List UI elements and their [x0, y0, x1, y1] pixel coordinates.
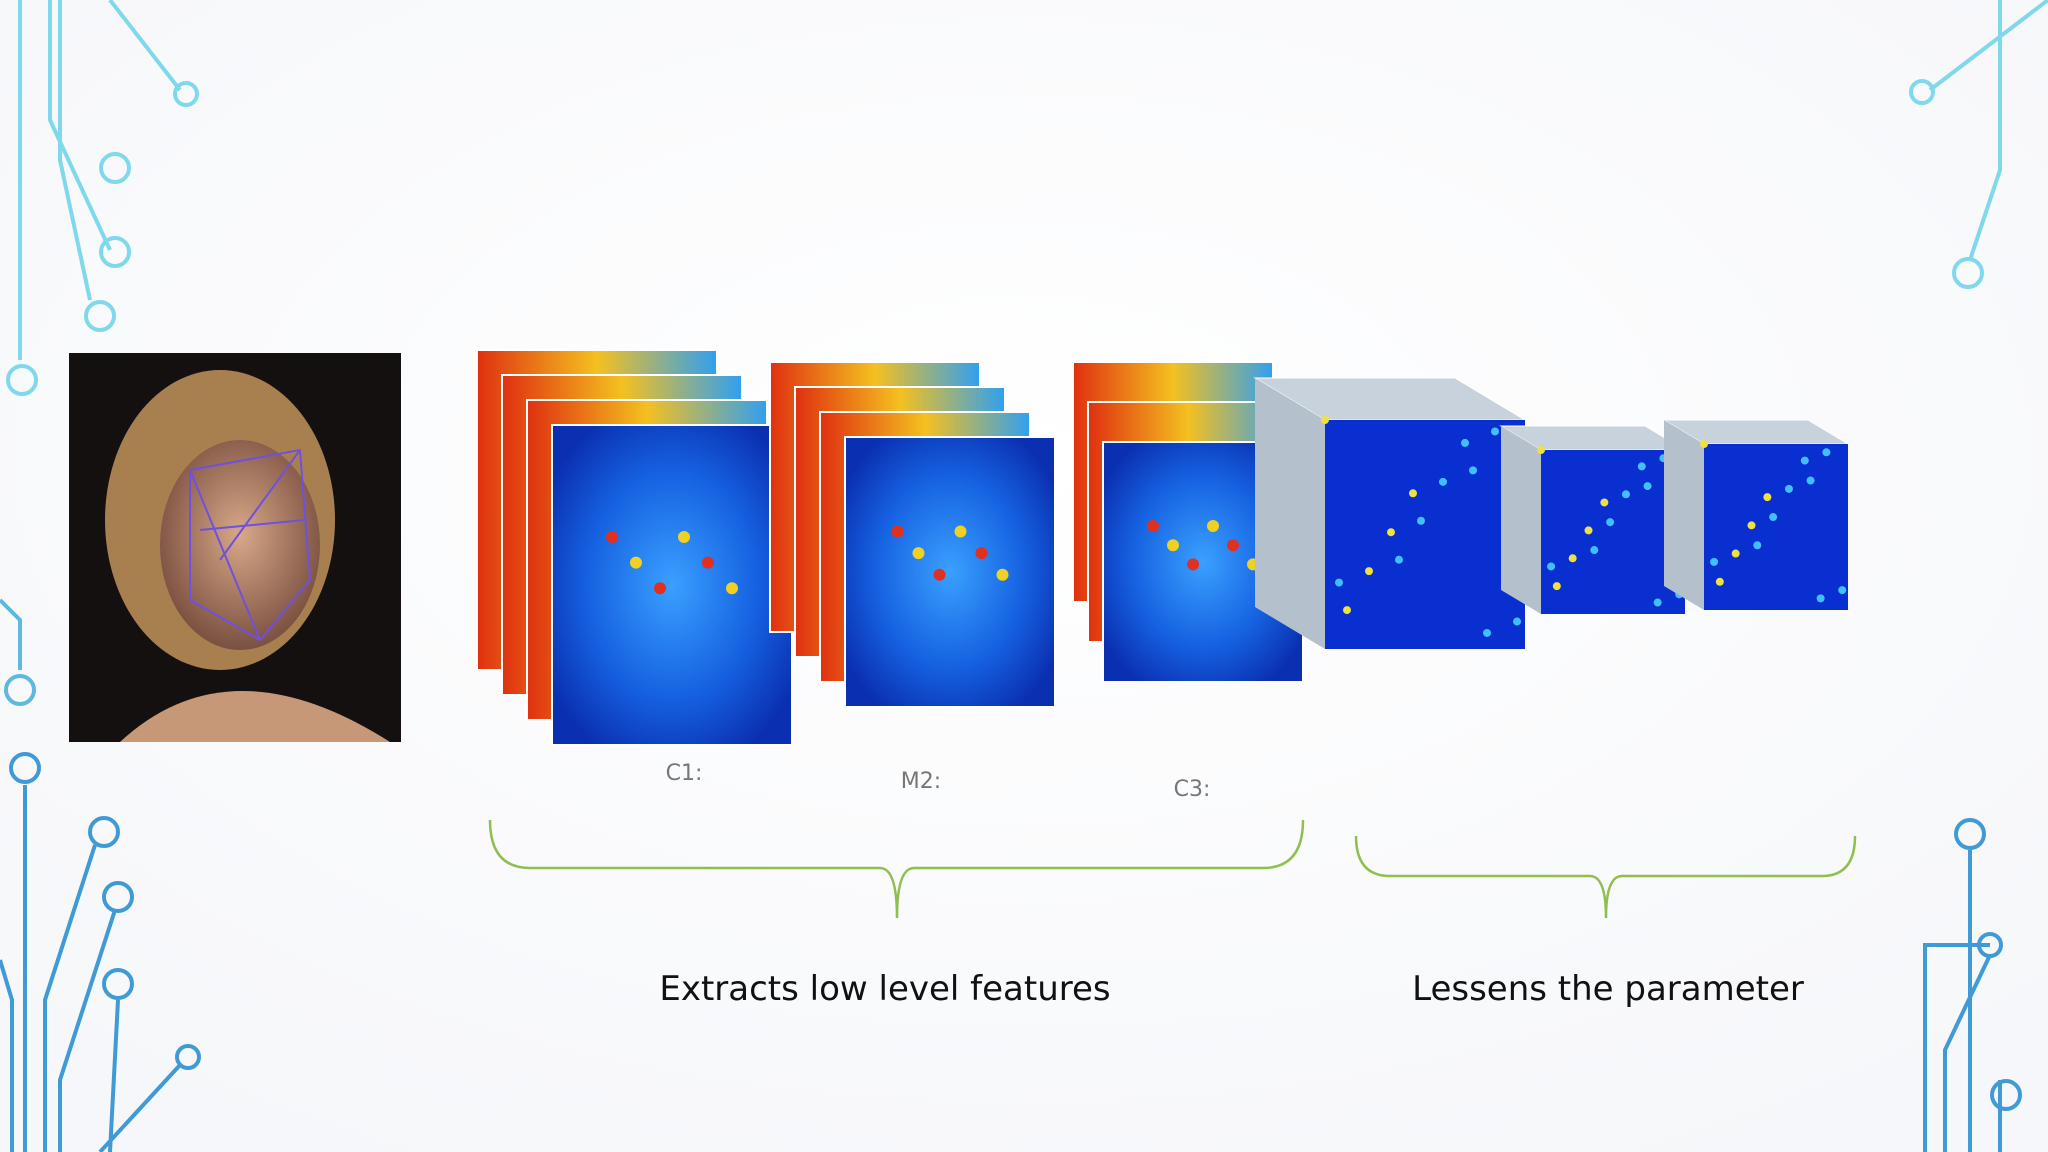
feature-map	[1255, 378, 1325, 649]
feature-map	[630, 556, 642, 569]
feature-map	[1838, 586, 1847, 595]
feature-map	[1325, 420, 1525, 649]
feature-map	[1469, 466, 1477, 475]
feature-map	[1491, 427, 1499, 436]
feature-map	[1409, 489, 1417, 498]
feature-map	[933, 568, 946, 581]
feature-map	[1147, 520, 1159, 532]
feature-map	[1568, 554, 1577, 563]
feature-map	[1461, 438, 1469, 447]
feature-map	[1816, 594, 1825, 603]
feature-map	[1731, 549, 1740, 558]
feature-map	[954, 525, 967, 538]
feature-map	[1417, 516, 1425, 525]
feature-map	[1590, 546, 1599, 555]
face-photo	[69, 353, 401, 742]
feature-map	[1321, 416, 1329, 424]
feature-map	[678, 531, 690, 543]
feature-map	[1664, 420, 1704, 610]
feature-map	[1387, 528, 1395, 537]
feature-map	[1439, 477, 1447, 486]
feature-map	[1343, 606, 1351, 615]
feature-map	[1187, 558, 1199, 571]
feature-map	[1822, 448, 1831, 457]
feature-map	[1806, 476, 1815, 485]
feature-map	[844, 436, 1056, 708]
feature-map	[726, 582, 738, 595]
feature-map	[702, 556, 714, 569]
feature-map	[1753, 541, 1762, 550]
feature-map	[1704, 444, 1848, 610]
feature-map	[1537, 446, 1545, 454]
feature-map	[1715, 577, 1724, 586]
feature-map	[1167, 539, 1179, 552]
feature-map	[1335, 578, 1343, 587]
feature-map	[996, 568, 1009, 581]
feature-map	[551, 424, 793, 746]
feature-map	[1541, 450, 1685, 614]
group-caption: Extracts low level features	[659, 969, 1110, 1009]
feature-map	[1501, 426, 1541, 614]
feature-map	[1784, 484, 1793, 493]
feature-map	[1227, 539, 1239, 552]
feature-map	[1547, 562, 1556, 571]
feature-map	[1643, 482, 1652, 491]
group-caption: Lessens the parameter	[1412, 969, 1804, 1009]
feature-map	[654, 582, 666, 595]
feature-map	[1600, 498, 1609, 507]
feature-map	[1747, 521, 1756, 530]
feature-map	[1700, 440, 1708, 448]
feature-map	[1365, 567, 1373, 576]
feature-map	[606, 531, 618, 543]
layer-label: C1:	[666, 761, 703, 786]
feature-map	[1513, 617, 1521, 626]
feature-map	[1637, 462, 1646, 471]
feature-map	[1621, 490, 1630, 499]
feature-map	[912, 547, 925, 560]
feature-map	[1483, 628, 1491, 637]
braces	[488, 819, 1857, 919]
feature-map	[1769, 513, 1778, 522]
circuit-decoration	[0, 0, 2048, 706]
feature-map	[1395, 555, 1403, 564]
feature-map	[1710, 557, 1719, 566]
feature-map	[1606, 518, 1615, 527]
feature-maps	[476, 349, 1850, 746]
feature-map	[1207, 520, 1219, 532]
feature-map	[891, 525, 904, 538]
feature-map	[1653, 598, 1662, 607]
layer-label: M2:	[901, 769, 941, 794]
feature-map	[1584, 526, 1593, 535]
circuit-decoration-bottom	[0, 752, 2022, 1152]
layer-label: C3:	[1174, 777, 1211, 802]
feature-map	[1800, 456, 1809, 465]
feature-map	[1552, 582, 1561, 591]
feature-map	[975, 547, 988, 560]
feature-map	[1763, 493, 1772, 502]
